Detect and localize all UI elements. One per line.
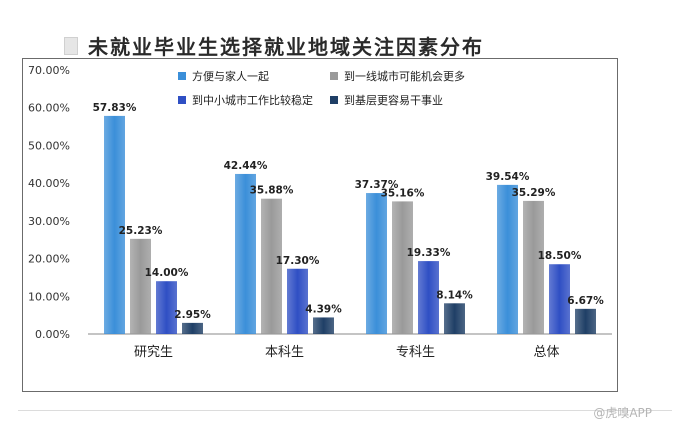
- x-category-label: 专科生: [396, 345, 435, 360]
- y-tick-label: 60.00%: [28, 102, 70, 115]
- bar-2: [130, 238, 151, 334]
- legend-swatch: [178, 72, 186, 80]
- bar-3: [418, 261, 439, 334]
- y-tick-label: 20.00%: [28, 253, 70, 266]
- data-label: 42.44%: [224, 160, 268, 172]
- data-label: 35.88%: [250, 185, 294, 197]
- x-category-label: 研究生: [134, 345, 173, 360]
- bar-3: [156, 281, 177, 334]
- bar-2: [523, 200, 544, 334]
- data-label: 37.37%: [355, 179, 399, 191]
- bar-4: [575, 308, 596, 334]
- bar-2: [392, 201, 413, 334]
- bar-1: [366, 193, 387, 334]
- bar-1: [497, 184, 518, 334]
- chart-frame: [22, 58, 618, 392]
- x-category-label: 本科生: [265, 345, 304, 360]
- bar-4: [182, 322, 203, 334]
- bar-3: [549, 264, 570, 334]
- data-label: 35.16%: [381, 187, 425, 199]
- data-label: 57.83%: [93, 102, 137, 114]
- bar-3: [287, 268, 308, 334]
- data-label: 39.54%: [486, 171, 530, 183]
- data-label: 4.39%: [305, 303, 342, 315]
- y-tick-label: 40.00%: [28, 177, 70, 190]
- bar-4: [444, 303, 465, 334]
- data-label: 8.14%: [436, 289, 473, 301]
- chart-title: 未就业毕业生选择就业地域关注因素分布: [88, 35, 484, 59]
- bar-1: [235, 173, 256, 334]
- bottom-divider: [18, 410, 672, 411]
- bar-2: [261, 198, 282, 334]
- legend-label: 到一线城市可能机会更多: [344, 69, 465, 83]
- y-tick-label: 0.00%: [35, 328, 70, 341]
- legend-swatch: [330, 72, 338, 80]
- bar-4: [313, 317, 334, 334]
- bar-1: [104, 115, 125, 334]
- data-label: 14.00%: [145, 267, 189, 279]
- data-label: 35.29%: [512, 187, 556, 199]
- y-tick-label: 50.00%: [28, 139, 70, 152]
- data-label: 17.30%: [276, 255, 320, 267]
- data-label: 19.33%: [407, 247, 451, 259]
- data-label: 6.67%: [567, 295, 604, 307]
- legend-swatch: [178, 96, 186, 104]
- y-tick-label: 70.00%: [28, 64, 70, 77]
- legend-swatch: [330, 96, 338, 104]
- data-label: 25.23%: [119, 225, 163, 237]
- legend-label: 到基层更容易干事业: [344, 93, 443, 107]
- y-tick-label: 10.00%: [28, 290, 70, 303]
- legend-label: 方便与家人一起: [192, 69, 269, 83]
- data-label: 18.50%: [538, 250, 582, 262]
- title-bullet-icon: [64, 36, 78, 55]
- watermark: @虎嗅APP: [593, 406, 652, 420]
- data-label: 2.95%: [174, 309, 211, 321]
- x-category-label: 总体: [533, 345, 559, 360]
- legend-label: 到中小城市工作比较稳定: [192, 93, 313, 107]
- title-row: 未就业毕业生选择就业地域关注因素分布: [64, 31, 484, 60]
- y-tick-label: 30.00%: [28, 215, 70, 228]
